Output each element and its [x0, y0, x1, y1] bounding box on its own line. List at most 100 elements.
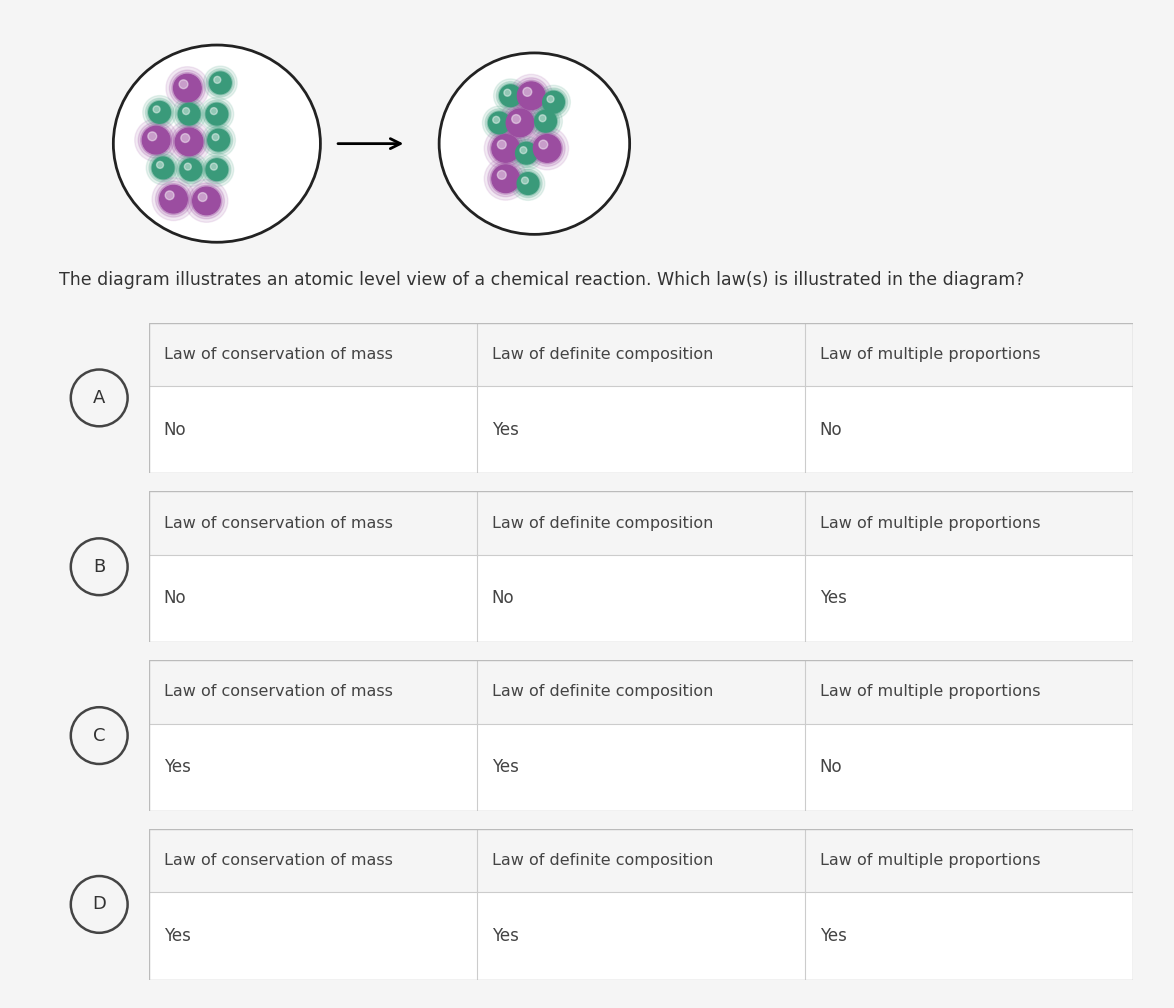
Circle shape	[539, 88, 568, 116]
Circle shape	[505, 108, 535, 138]
Circle shape	[155, 181, 191, 217]
Circle shape	[492, 135, 519, 162]
Circle shape	[532, 133, 562, 164]
Circle shape	[184, 163, 191, 170]
Bar	[149, 660, 477, 724]
Circle shape	[487, 161, 524, 197]
Circle shape	[178, 103, 200, 125]
Circle shape	[146, 99, 174, 126]
Circle shape	[210, 163, 217, 170]
Circle shape	[141, 125, 171, 155]
Circle shape	[511, 166, 545, 201]
Bar	[477, 660, 805, 724]
Circle shape	[198, 193, 207, 202]
Circle shape	[488, 112, 511, 134]
Circle shape	[533, 135, 561, 162]
Circle shape	[506, 109, 534, 137]
Circle shape	[166, 67, 209, 110]
Circle shape	[515, 142, 538, 164]
Ellipse shape	[478, 90, 592, 198]
Bar	[805, 829, 1133, 980]
Circle shape	[151, 156, 175, 180]
Circle shape	[487, 111, 512, 135]
Circle shape	[169, 71, 205, 106]
Circle shape	[534, 111, 556, 132]
Circle shape	[520, 147, 527, 153]
Circle shape	[491, 133, 521, 164]
Circle shape	[174, 126, 204, 157]
Text: Yes: Yes	[492, 927, 519, 946]
Text: Yes: Yes	[164, 927, 190, 946]
Text: D: D	[93, 895, 106, 913]
Circle shape	[493, 79, 527, 113]
Text: No: No	[819, 420, 843, 438]
Bar	[805, 492, 1133, 642]
Circle shape	[484, 127, 527, 169]
Text: Law of multiple proportions: Law of multiple proportions	[819, 347, 1040, 362]
Circle shape	[522, 88, 532, 97]
Circle shape	[515, 171, 540, 196]
Circle shape	[203, 67, 237, 100]
Circle shape	[193, 187, 221, 215]
Text: The diagram illustrates an atomic level view of a chemical reaction. Which law(s: The diagram illustrates an atomic level …	[59, 271, 1024, 288]
Text: No: No	[492, 590, 514, 608]
Bar	[805, 660, 1133, 724]
Text: No: No	[819, 758, 843, 776]
Bar	[477, 492, 805, 554]
Text: Yes: Yes	[164, 758, 190, 776]
Bar	[805, 829, 1133, 892]
Bar	[805, 660, 1133, 810]
Circle shape	[189, 183, 224, 219]
Circle shape	[518, 172, 539, 195]
Circle shape	[499, 102, 541, 144]
Circle shape	[533, 109, 558, 133]
Circle shape	[529, 130, 565, 166]
Circle shape	[135, 119, 177, 161]
Bar	[477, 323, 805, 474]
Text: Law of multiple proportions: Law of multiple proportions	[819, 684, 1040, 700]
Circle shape	[168, 121, 210, 163]
Circle shape	[180, 80, 188, 89]
Circle shape	[498, 170, 506, 179]
Bar	[149, 492, 477, 554]
Text: Yes: Yes	[492, 758, 519, 776]
Text: Law of conservation of mass: Law of conservation of mass	[164, 684, 393, 700]
Circle shape	[208, 71, 232, 95]
Ellipse shape	[155, 85, 279, 203]
Circle shape	[166, 191, 174, 200]
Ellipse shape	[116, 48, 317, 239]
Circle shape	[542, 92, 565, 113]
Circle shape	[513, 78, 549, 114]
Circle shape	[143, 96, 176, 129]
Circle shape	[210, 108, 217, 115]
Circle shape	[175, 100, 203, 128]
Circle shape	[174, 153, 208, 186]
Text: Yes: Yes	[492, 420, 519, 438]
Circle shape	[492, 165, 519, 193]
Bar	[149, 829, 477, 980]
Circle shape	[156, 161, 163, 168]
Circle shape	[207, 69, 235, 97]
Circle shape	[142, 126, 170, 154]
Circle shape	[153, 106, 160, 113]
Circle shape	[485, 109, 513, 137]
Text: Law of conservation of mass: Law of conservation of mass	[164, 347, 393, 362]
Circle shape	[498, 140, 506, 149]
Circle shape	[539, 115, 546, 122]
Text: No: No	[164, 420, 187, 438]
Bar	[477, 829, 805, 980]
Circle shape	[541, 90, 566, 114]
Circle shape	[149, 154, 177, 182]
Circle shape	[178, 157, 203, 181]
Circle shape	[510, 75, 553, 117]
Circle shape	[528, 105, 562, 138]
Circle shape	[537, 86, 571, 119]
Circle shape	[514, 141, 539, 165]
Text: Law of definite composition: Law of definite composition	[492, 347, 713, 362]
Circle shape	[149, 102, 170, 123]
Bar	[149, 323, 477, 386]
Circle shape	[539, 140, 548, 149]
Text: No: No	[164, 590, 187, 608]
Circle shape	[512, 139, 540, 167]
Circle shape	[177, 155, 205, 183]
